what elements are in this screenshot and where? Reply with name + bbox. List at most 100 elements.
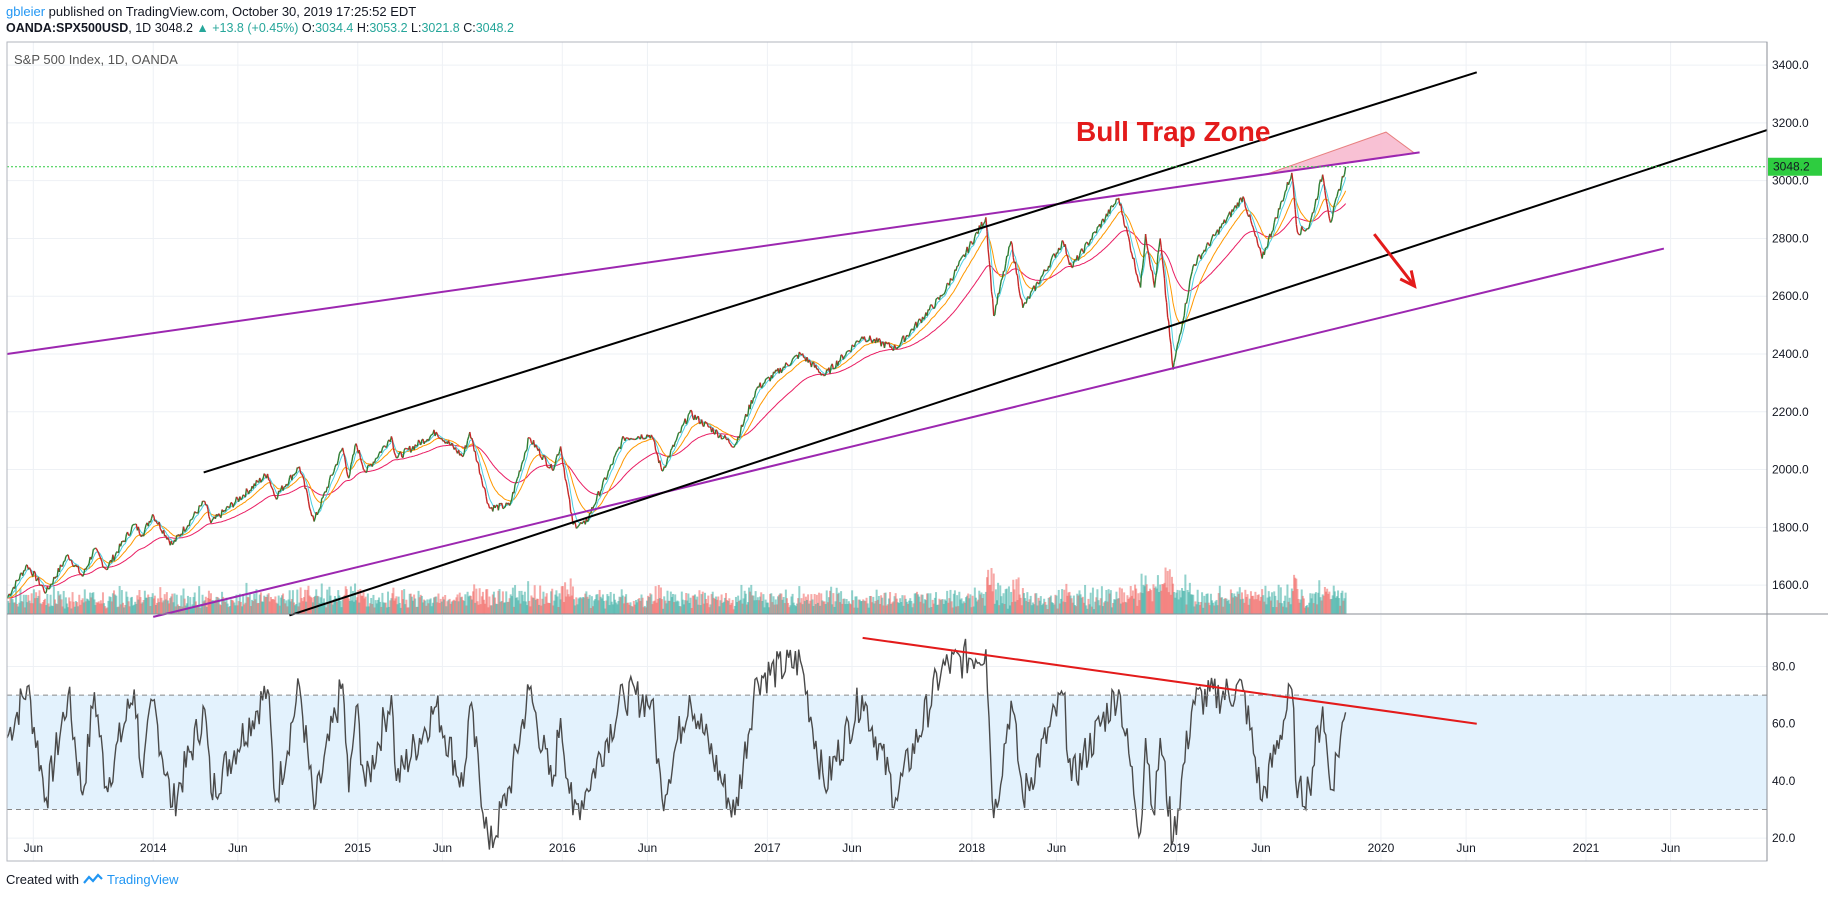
price-axis[interactable]: 1600.01800.02000.02200.02400.02600.02800… — [1772, 58, 1809, 592]
volume-bar — [46, 593, 49, 614]
rsi-axis[interactable]: 20.040.060.080.0 — [1772, 659, 1796, 845]
volume-bar — [889, 592, 892, 614]
volume-bar — [994, 589, 997, 614]
volume-bar — [69, 601, 72, 614]
volume-bar — [746, 602, 749, 614]
price-candle — [761, 383, 765, 387]
price-candle — [1185, 297, 1189, 304]
volume-bar — [463, 600, 466, 614]
volume-bar — [1010, 591, 1013, 614]
price-candle — [944, 288, 947, 293]
volume-bar — [807, 594, 810, 614]
price-candle — [353, 445, 356, 454]
price-candle — [643, 437, 646, 440]
tradingview-link[interactable]: TradingView — [106, 872, 179, 887]
volume-bar — [443, 599, 446, 614]
volume-bar — [1077, 595, 1080, 614]
volume-bar — [552, 605, 555, 614]
volume-bar — [1102, 606, 1105, 614]
volume-bar — [576, 604, 579, 614]
price-candle — [928, 305, 932, 311]
price-candle — [306, 493, 310, 502]
volume-bar — [744, 593, 747, 614]
volume-bar — [1143, 586, 1146, 614]
price-candle — [1253, 231, 1257, 237]
volume-bar — [369, 603, 372, 614]
volume-bar — [416, 606, 419, 614]
volume-bar — [658, 598, 661, 614]
volume-bar — [622, 603, 625, 614]
price-candle — [318, 506, 322, 510]
volume-bar — [1046, 609, 1049, 614]
price-axis-tick-label: 2600.0 — [1772, 289, 1809, 303]
volume-bar — [1139, 592, 1142, 614]
price-candle — [328, 475, 332, 481]
volume-bar — [578, 597, 581, 614]
volume-bar — [1082, 602, 1085, 614]
price-candle — [149, 518, 153, 523]
volume-bar — [699, 605, 702, 614]
volume-bar — [367, 606, 370, 614]
price-candle — [1015, 273, 1019, 276]
volume-bar — [909, 598, 912, 614]
time-axis[interactable]: Jun 2014 Jun 2015 Jun 2016 Jun 2017 Jun 2018 Jun 20… — [24, 841, 1681, 855]
volume-bar — [649, 593, 652, 614]
price-candle — [793, 355, 796, 359]
price-candle — [785, 362, 788, 365]
price-candle — [501, 502, 504, 509]
price-candle — [351, 454, 354, 462]
volume-bar — [244, 602, 247, 614]
price-candle — [706, 423, 709, 428]
volume-bar — [286, 606, 289, 614]
volume-bar — [861, 600, 864, 614]
volume-bar — [527, 581, 530, 614]
volume-bar — [763, 607, 766, 614]
volume-bar — [892, 601, 895, 614]
price-candle — [594, 500, 597, 505]
price-candle — [287, 477, 291, 484]
volume-bar — [304, 589, 307, 614]
volume-bar — [717, 596, 720, 614]
volume-bar — [895, 598, 898, 614]
volume-bar — [655, 602, 658, 614]
price-candle — [64, 556, 67, 562]
volume-bar — [1056, 608, 1059, 614]
price-candle — [137, 526, 141, 534]
volume-bar — [1218, 585, 1221, 614]
price-candle — [1049, 260, 1052, 268]
volume-bar — [1166, 570, 1169, 614]
price-candle — [350, 461, 353, 466]
volume-bar — [529, 606, 532, 614]
price-candle — [1307, 226, 1310, 230]
price-candle — [953, 269, 956, 277]
volume-bar — [680, 591, 683, 614]
volume-bar — [333, 596, 336, 614]
price-candle — [1188, 280, 1191, 292]
price-candle — [742, 418, 746, 424]
price-candle — [760, 386, 763, 389]
publisher-username[interactable]: gbleier — [6, 4, 46, 19]
price-candle — [1302, 229, 1305, 231]
time-axis-tick-label: Jun — [1047, 841, 1066, 855]
price-candle — [1154, 270, 1158, 278]
volume-bar — [273, 599, 276, 614]
volume-bar — [1273, 591, 1276, 614]
volume-bar — [1137, 593, 1140, 614]
price-candle — [994, 305, 997, 315]
price-candle — [900, 337, 904, 342]
volume-bar — [232, 600, 235, 614]
volume-bar — [32, 589, 35, 614]
volume-bar — [1227, 599, 1230, 614]
volume-bar — [963, 602, 966, 614]
volume-bar — [1199, 601, 1202, 614]
price-candle — [400, 451, 403, 458]
volume-bar — [730, 602, 733, 614]
volume-bar — [1129, 585, 1132, 614]
volume-bar — [1118, 587, 1121, 614]
price-candle — [1295, 224, 1299, 233]
price-candle — [1289, 178, 1292, 182]
price-candle — [1060, 240, 1063, 249]
trendlines[interactable] — [6, 71, 1768, 725]
volume-bar — [1192, 594, 1195, 614]
